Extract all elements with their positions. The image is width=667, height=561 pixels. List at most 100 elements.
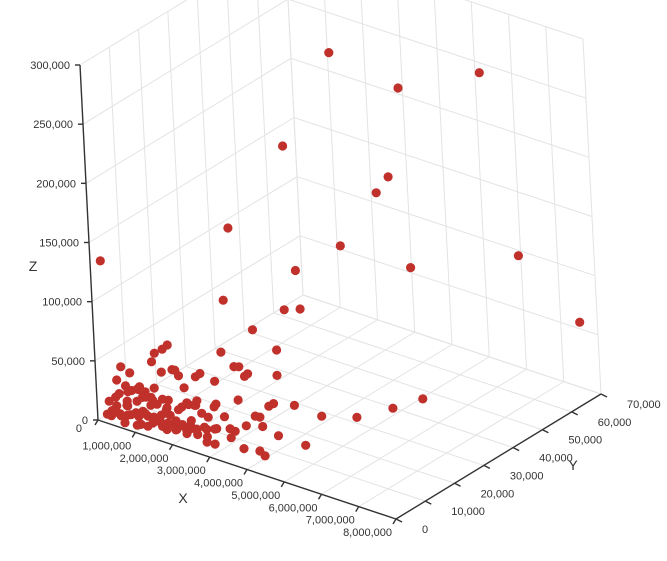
y-axis-tick [424, 500, 432, 505]
y-axis-tick [395, 518, 403, 523]
y-tick-label: 40,000 [539, 453, 573, 465]
data-point [239, 371, 250, 381]
z-tick-label: 200,000 [36, 178, 76, 190]
data-point [388, 403, 398, 413]
x-axis-tick [168, 444, 174, 451]
data-point [149, 348, 159, 358]
data-point [223, 223, 233, 233]
x-tick-label: 3,000,000 [157, 465, 206, 477]
data-point [393, 83, 403, 93]
z-tick-label: 300,000 [30, 60, 70, 72]
x-axis-tick [355, 506, 360, 512]
data-point [170, 365, 180, 375]
data-point [295, 304, 305, 314]
y-tick-label: 70,000 [627, 399, 661, 411]
left-wall-gridline [82, 0, 288, 125]
data-point [219, 412, 230, 422]
data-point [195, 368, 205, 379]
data-point [352, 412, 362, 422]
back-wall-gridline [324, 0, 341, 308]
floor-gridline [246, 344, 453, 470]
left-wall-gridline [138, 29, 158, 385]
z-tick-label: 250,000 [33, 119, 73, 131]
data-point [575, 317, 585, 327]
data-point [162, 424, 172, 435]
left-wall-gridline [79, 0, 188, 66]
data-point [189, 400, 200, 410]
chart-data-points [95, 48, 585, 461]
data-point [234, 362, 244, 372]
data-point [247, 325, 258, 335]
y-axis-tick [571, 411, 579, 416]
x-axis-tick [131, 432, 136, 438]
data-point [258, 421, 268, 432]
data-point [202, 424, 212, 434]
y-axis-tick [512, 446, 520, 452]
data-point [116, 362, 126, 372]
data-point [255, 446, 265, 456]
x-axis-title: X [178, 490, 188, 506]
data-point [268, 399, 279, 409]
data-point [279, 305, 289, 315]
data-point [111, 392, 121, 402]
back-wall-gridline [464, 0, 584, 40]
back-wall-gridline [508, 14, 527, 370]
data-point [233, 395, 243, 405]
data-point [156, 367, 166, 377]
chart-axes [75, 64, 608, 525]
data-point [272, 370, 282, 380]
x-axis-tick [317, 493, 323, 500]
y-axis-tick [600, 393, 608, 398]
data-point [157, 344, 167, 354]
back-wall-gridline [470, 1, 490, 357]
data-point [137, 392, 148, 402]
left-wall-gridline [91, 176, 298, 303]
data-point [163, 395, 173, 405]
data-point [171, 425, 181, 435]
y-tick-label: 10,000 [451, 506, 485, 518]
data-point [216, 347, 226, 357]
data-point [273, 431, 284, 441]
data-point [148, 415, 159, 425]
y-axis-tick [454, 482, 461, 487]
z-axis-title: Z [29, 258, 38, 274]
data-point [210, 439, 220, 449]
chart-axis-labels: X Y Z 1,000,0002,000,0003,000,0004,000,0… [29, 60, 661, 539]
left-wall-gridline [257, 0, 275, 313]
data-point [290, 265, 300, 276]
x-axis-tick [392, 518, 397, 525]
left-wall-gridline [167, 11, 187, 367]
data-point [278, 141, 288, 151]
y-axis-tick [542, 429, 549, 434]
x-tick-label: 6,000,000 [269, 502, 318, 514]
floor-gridline [283, 356, 490, 483]
data-point [335, 241, 345, 251]
data-point [186, 416, 196, 426]
data-point [132, 384, 142, 394]
y-axis-title: Y [568, 457, 578, 473]
back-wall-gridline [582, 38, 602, 395]
data-point [418, 394, 428, 404]
left-wall-gridline [227, 0, 245, 331]
data-point [148, 395, 158, 405]
x-tick-label: 0 [76, 423, 82, 435]
left-wall-gridline [97, 294, 304, 421]
x-axis-tick [243, 469, 248, 475]
z-tick-label: 0 [82, 415, 88, 427]
data-point [272, 345, 282, 355]
left-wall-gridline [108, 47, 128, 403]
left-wall-gridline [88, 117, 295, 243]
x-axis-tick [94, 419, 99, 426]
data-point [95, 256, 105, 266]
y-tick-label: 0 [422, 524, 428, 536]
x-axis-tick [280, 481, 285, 488]
data-point [191, 425, 201, 435]
z-tick-label: 150,000 [39, 238, 79, 250]
x-tick-label: 5,000,000 [231, 490, 280, 502]
data-point [210, 376, 220, 386]
x-tick-label: 2,000,000 [120, 453, 169, 465]
data-point [179, 383, 189, 393]
data-point [371, 188, 381, 198]
data-point [131, 408, 141, 418]
